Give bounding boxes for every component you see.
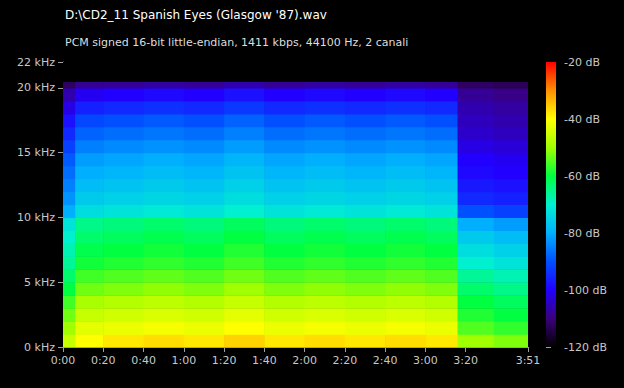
svg-text:2:20: 2:20 (332, 354, 357, 367)
svg-text:22 kHz: 22 kHz (17, 56, 55, 69)
svg-text:2:40: 2:40 (373, 354, 398, 367)
svg-text:15 kHz: 15 kHz (17, 146, 55, 159)
svg-text:10 kHz: 10 kHz (17, 211, 55, 224)
svg-text:-120 dB: -120 dB (564, 341, 607, 354)
svg-text:1:00: 1:00 (171, 354, 196, 367)
svg-text:0:40: 0:40 (131, 354, 156, 367)
svg-text:0:20: 0:20 (91, 354, 116, 367)
svg-text:3:00: 3:00 (413, 354, 438, 367)
svg-text:3:51: 3:51 (516, 354, 541, 367)
svg-text:-80 dB: -80 dB (564, 227, 600, 240)
svg-text:D:\CD2_11 Spanish Eyes (Glasgo: D:\CD2_11 Spanish Eyes (Glasgow '87).wav (65, 8, 327, 22)
svg-text:PCM signed 16-bit little-endia: PCM signed 16-bit little-endian, 1411 kb… (65, 36, 408, 49)
svg-text:0 kHz: 0 kHz (24, 341, 55, 354)
svg-text:1:20: 1:20 (212, 354, 237, 367)
svg-text:-100 dB: -100 dB (564, 284, 607, 297)
svg-text:1:40: 1:40 (252, 354, 277, 367)
svg-text:0:00: 0:00 (51, 354, 76, 367)
svg-text:-20 dB: -20 dB (564, 56, 600, 69)
svg-text:20 kHz: 20 kHz (17, 81, 55, 94)
svg-text:-40 dB: -40 dB (564, 113, 600, 126)
svg-text:3:20: 3:20 (453, 354, 478, 367)
svg-text:5 kHz: 5 kHz (24, 276, 55, 289)
svg-text:-60 dB: -60 dB (564, 170, 600, 183)
svg-text:2:00: 2:00 (292, 354, 317, 367)
